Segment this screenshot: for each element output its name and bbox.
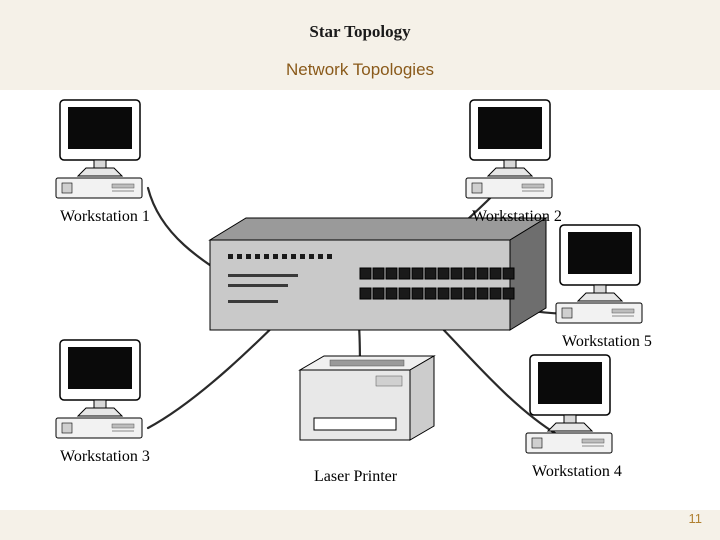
ws2-label: Workstation 2 xyxy=(472,208,562,226)
ws4 xyxy=(526,355,612,453)
page-subtitle: Network Topologies xyxy=(286,60,434,80)
ws3 xyxy=(56,340,142,438)
star-topology-diagram xyxy=(0,90,720,510)
ws3-label: Workstation 3 xyxy=(60,448,150,466)
ws1 xyxy=(56,100,142,198)
ws5 xyxy=(556,225,642,323)
ws2 xyxy=(466,100,552,198)
ws4-label: Workstation 4 xyxy=(532,463,622,481)
diagram-area: Workstation 1 Workstation 2 Workstation 3 W… xyxy=(0,90,720,510)
page-title: Star Topology xyxy=(309,22,410,42)
laser-printer xyxy=(300,356,434,440)
ws1-label: Workstation 1 xyxy=(60,208,150,226)
hub-switch xyxy=(210,218,546,330)
page-number: 11 xyxy=(689,511,703,526)
ws5-label: Workstation 5 xyxy=(562,333,652,351)
printer-label: Laser Printer xyxy=(314,468,397,486)
